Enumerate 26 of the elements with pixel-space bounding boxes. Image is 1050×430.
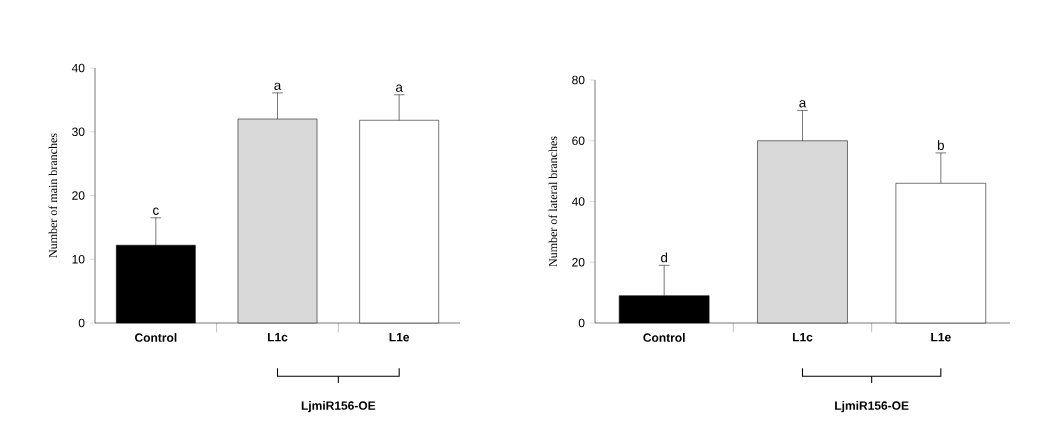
y-tick-label: 60 — [572, 136, 585, 146]
y-axis-title: Number of lateral branches — [548, 136, 558, 267]
x-tick-label: L1c — [792, 333, 813, 342]
annotation: a — [274, 82, 282, 90]
annotation: d — [661, 252, 668, 263]
x-tick-label: L1c — [267, 333, 288, 342]
x-tick-label: Control — [643, 333, 685, 342]
annotation: a — [799, 100, 807, 108]
y-tick-label: 80 — [572, 75, 585, 85]
text: LjmiR156-OE — [835, 401, 909, 413]
annotation: c — [153, 207, 159, 215]
y-tick-label: 0 — [578, 318, 585, 328]
x-tick-label: L1e — [931, 333, 951, 342]
y-tick-label: 0 — [78, 318, 85, 328]
annotation: b — [937, 140, 944, 150]
y-tick-label: 20 — [72, 191, 85, 200]
annotation: a — [396, 84, 403, 92]
y-tick-label: 40 — [571, 197, 585, 206]
x-tick-label: Control — [135, 333, 177, 342]
y-tick-label: 10 — [72, 255, 85, 264]
y-tick-label: 40 — [71, 63, 85, 73]
x-tick-label: L1e — [389, 333, 410, 342]
y-tick-label: 20 — [572, 258, 585, 267]
y-axis-title: Number of main branches — [48, 133, 58, 258]
text: LjmiR156-OE — [301, 401, 376, 413]
y-tick-label: 30 — [72, 127, 85, 137]
